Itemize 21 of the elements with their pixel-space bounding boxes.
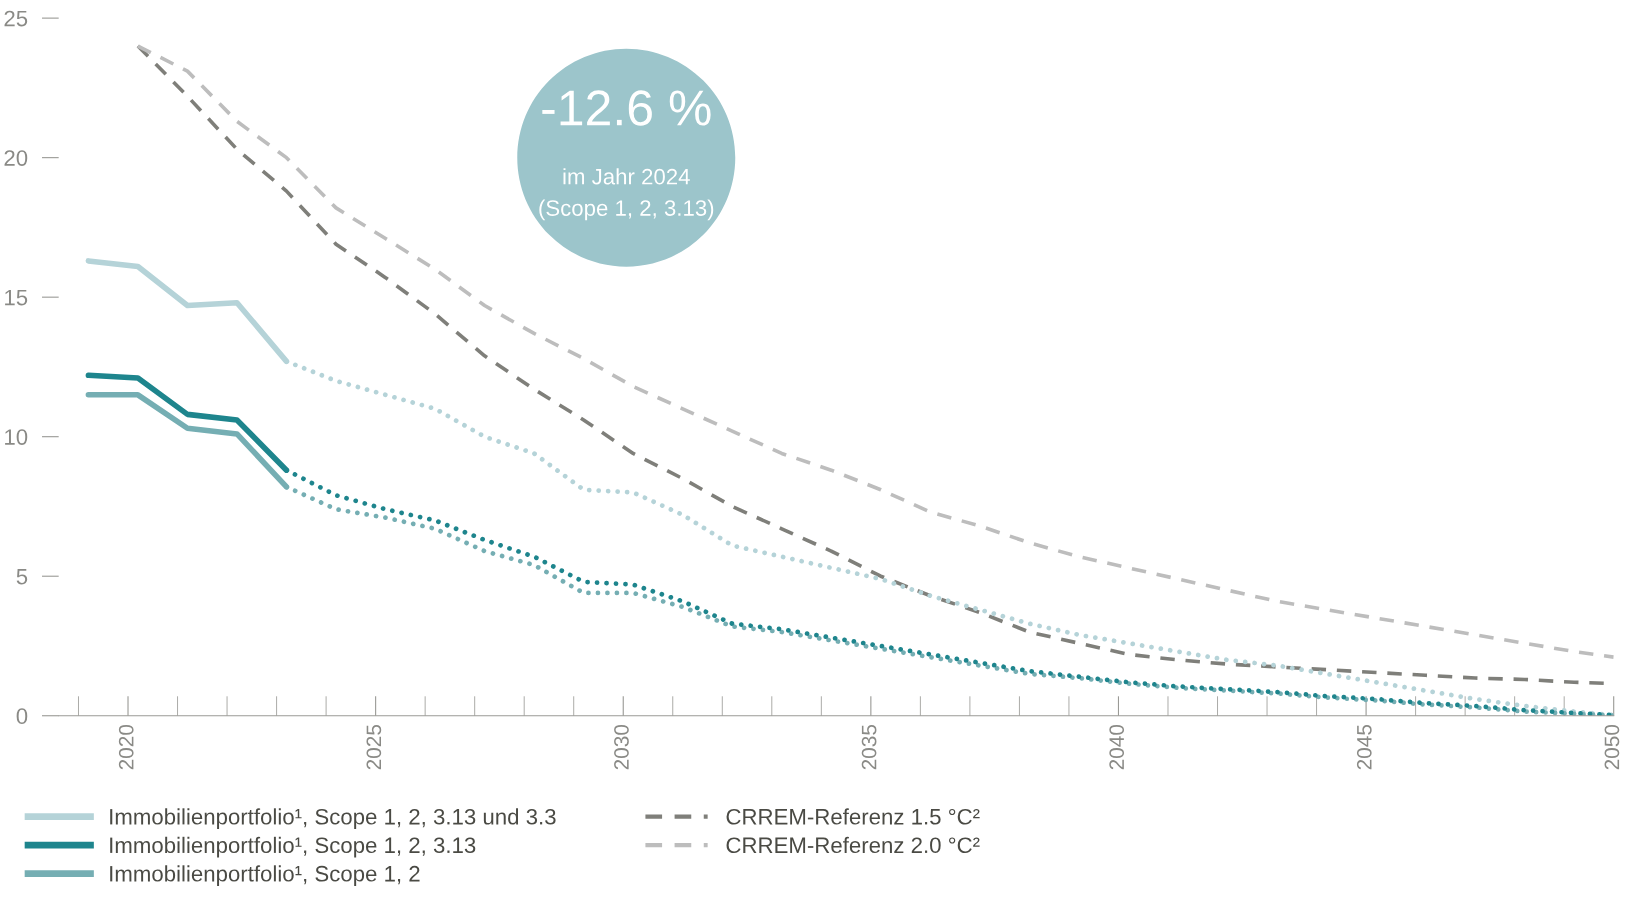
y-tick-label: 25 <box>4 10 28 27</box>
y-tick-label: 5 <box>16 568 28 585</box>
annotation: (Scope 1, 2, 3.13) <box>539 199 714 221</box>
legend-label: CRREM-Referenz 2.0 °C² <box>726 836 980 854</box>
y-tick-label: 0 <box>16 708 28 725</box>
x-tick-label: 2035 <box>861 724 877 770</box>
y-tick-label: 10 <box>5 429 28 445</box>
x-tick-label: 2020 <box>118 724 134 770</box>
y-tick-label: 20 <box>4 150 28 166</box>
x-tick-label: 2025 <box>366 724 382 770</box>
legend-label: Immobilienportfolio¹, Scope 1, 2 <box>110 865 420 886</box>
x-tick-label: 2050 <box>1604 724 1620 770</box>
y-tick-label: 15 <box>5 289 28 306</box>
legend-label: Immobilienportfolio¹, Scope 1, 2, 3.13 <box>110 836 476 858</box>
annotation: im Jahr 2024 <box>563 168 690 185</box>
x-tick-label: 2030 <box>614 724 629 770</box>
annotation: -12.6 % <box>542 90 711 126</box>
x-tick-label: 2045 <box>1356 724 1372 770</box>
x-tick-label: 2040 <box>1109 724 1125 770</box>
legend-label: Immobilienportfolio¹, Scope 1, 2, 3.13 und 3.3 <box>110 808 556 830</box>
legend-label: CRREM-Referenz 1.5 °C² <box>726 808 980 825</box>
